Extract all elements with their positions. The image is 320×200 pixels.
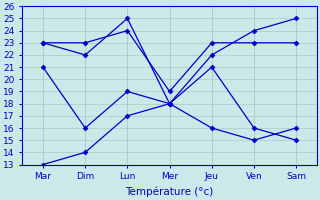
X-axis label: Température (°c): Température (°c) [125, 187, 214, 197]
